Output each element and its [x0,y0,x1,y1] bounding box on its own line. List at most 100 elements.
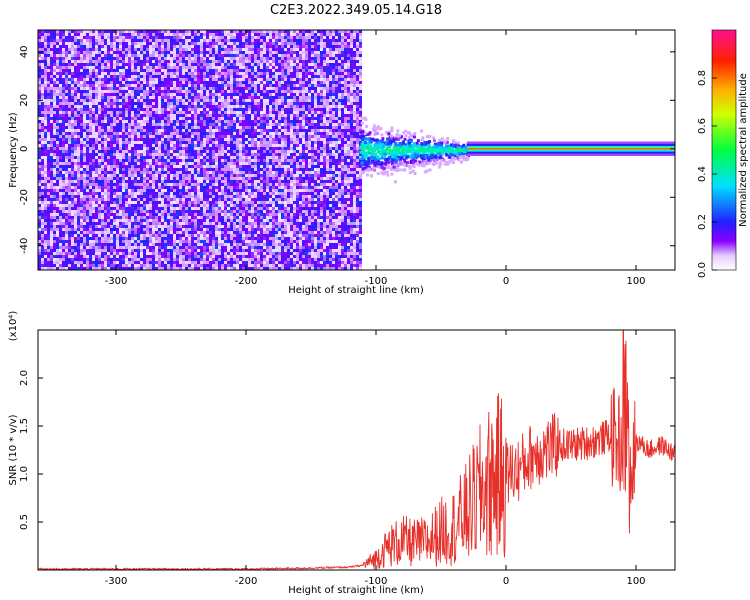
heatmap-cell [110,222,113,225]
heatmap-cell [155,96,158,99]
heatmap-cell [167,72,170,75]
heatmap-cell [77,174,80,177]
heatmap-cell [125,246,128,249]
heatmap-cell [89,36,92,39]
heatmap-cell [110,207,113,210]
heatmap-cell [161,261,164,264]
heatmap-cell [128,33,131,36]
heatmap-cell [161,231,164,234]
heatmap-cell [158,81,161,84]
heatmap-cell [116,234,119,237]
heatmap-cell [149,144,152,147]
heatmap-cell [74,141,77,144]
heatmap-cell [122,153,125,156]
heatmap-cell [41,87,44,90]
heatmap-cell [104,195,107,198]
heatmap-cell [182,195,185,198]
heatmap-cell [128,150,131,153]
heatmap-cell [206,108,209,111]
heatmap-cell [218,96,221,99]
heatmap-cell [203,105,206,108]
heatmap-cell [155,84,158,87]
heatmap-cell [206,267,209,270]
heatmap-cell [107,30,110,33]
heatmap-cell [194,93,197,96]
heatmap-cell [188,150,191,153]
heatmap-cell [95,219,98,222]
heatmap-cell [98,63,101,66]
heatmap-cell [38,129,41,132]
heatmap-cell [203,42,206,45]
heatmap-cell [56,168,59,171]
heatmap-cell [80,33,83,36]
heatmap-cell [170,216,173,219]
heatmap-cell [224,36,227,39]
heatmap-cell [59,255,62,258]
heatmap-cell [173,84,176,87]
heatmap-cell [209,84,212,87]
heatmap-cell [104,120,107,123]
heatmap-cell [38,66,41,69]
heatmap-cell [173,258,176,261]
heatmap-cell [80,213,83,216]
heatmap-cell [191,201,194,204]
heatmap-cell [56,156,59,159]
heatmap-cell [116,183,119,186]
heatmap-cell [137,189,140,192]
heatmap-cell [113,114,116,117]
heatmap-cell [185,219,188,222]
heatmap-cell [38,54,41,57]
heatmap-cell [92,165,95,168]
heatmap-cell [101,168,104,171]
heatmap-cell [56,87,59,90]
heatmap-cell [221,144,224,147]
heatmap-cell [179,159,182,162]
heatmap-cell [119,198,122,201]
heatmap-cell [170,240,173,243]
heatmap-cell [194,144,197,147]
heatmap-cell [83,261,86,264]
heatmap-cell [191,78,194,81]
heatmap-cell [173,180,176,183]
heatmap-cell [95,258,98,261]
heatmap-cell [56,108,59,111]
heatmap-cell [218,60,221,63]
heatmap-cell [68,198,71,201]
heatmap-cell [209,69,212,72]
heatmap-cell [179,114,182,117]
heatmap-cell [131,75,134,78]
heatmap-cell [98,84,101,87]
heatmap-cell [167,204,170,207]
heatmap-cell [65,141,68,144]
heatmap-cell [62,213,65,216]
heatmap-cell [68,264,71,267]
heatmap-cell [101,138,104,141]
heatmap-cell [173,252,176,255]
heatmap-cell [206,84,209,87]
heatmap-cell [221,63,224,66]
heatmap-cell [134,267,137,270]
heatmap-cell [119,99,122,102]
heatmap-cell [206,192,209,195]
heatmap-cell [47,126,50,129]
heatmap-cell [116,261,119,264]
heatmap-cell [125,99,128,102]
heatmap-cell [194,255,197,258]
heatmap-cell [101,165,104,168]
heatmap-cell [206,135,209,138]
heatmap-cell [146,249,149,252]
heatmap-cell [173,192,176,195]
heatmap-cell [95,123,98,126]
heatmap-cell [161,147,164,150]
heatmap-cell [200,162,203,165]
heatmap-cell [221,219,224,222]
heatmap-cell [80,249,83,252]
heatmap-cell [50,210,53,213]
heatmap-cell [131,138,134,141]
heatmap-cell [41,135,44,138]
heatmap-cell [194,54,197,57]
heatmap-cell [101,153,104,156]
heatmap-cell [83,96,86,99]
heatmap-cell [41,156,44,159]
heatmap-cell [209,216,212,219]
